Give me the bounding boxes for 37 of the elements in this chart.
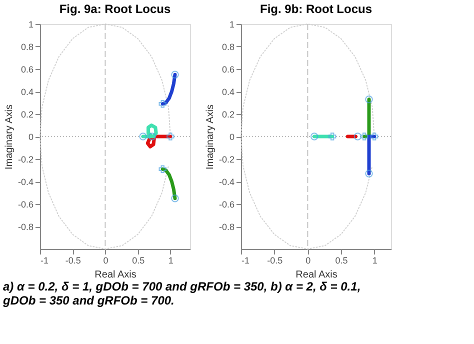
chart-title: Fig. 9b: Root Locus [260, 2, 372, 16]
y-tick-label: 0.4 [222, 87, 234, 97]
y-tick-label: -0.2 [218, 154, 234, 164]
x-tick-label: 0 [103, 256, 108, 266]
x-tick-label: 0 [306, 256, 311, 266]
chart-title: Fig. 9a: Root Locus [59, 2, 171, 16]
x-tick-label: -0.5 [65, 256, 81, 266]
y-tick-label: -0.4 [18, 177, 34, 187]
x-tick-label: -1 [242, 256, 250, 266]
x-tick-label: 0.5 [132, 256, 145, 266]
x-axis-title: Real Axis [296, 270, 338, 280]
x-tick-label: -0.5 [267, 256, 283, 266]
y-tick-label: 0.6 [222, 64, 234, 74]
y-axis-title: Imaginary Axis [4, 104, 15, 170]
y-tick-label: 0 [229, 132, 234, 142]
y-tick-label: 0.2 [222, 110, 234, 120]
y-tick-label: 1 [229, 20, 234, 30]
text: a) α = 0.2, δ = 1, gDOb = 700 and gRFOb = 350, b) α = 2, δ = 0.1, gDOb = 350 and gRFOb = 700. [2, 280, 361, 308]
y-tick-label: -0.2 [18, 154, 34, 164]
y-tick-label: 0 [28, 132, 34, 142]
y-tick-label: 0.2 [20, 110, 34, 120]
y-tick-label: 0.4 [20, 87, 34, 97]
x-tick-label: 0.5 [335, 256, 348, 266]
y-axis-title: Imaginary Axis [204, 104, 216, 170]
x-axis-title: Real Axis [94, 270, 136, 280]
y-tick-label: 1 [28, 20, 34, 30]
y-tick-label: 0.8 [222, 42, 234, 52]
y-tick-label: 0.6 [20, 64, 34, 74]
y-tick-label: -0.8 [218, 222, 234, 232]
x-tick-label: 1 [168, 256, 174, 266]
y-tick-label: -0.4 [218, 177, 234, 187]
x-tick-label: 1 [372, 256, 378, 266]
x-tick-label: -1 [40, 256, 49, 266]
y-tick-label: -0.6 [18, 200, 34, 210]
y-tick-label: -0.8 [18, 222, 34, 232]
y-tick-label: 0.8 [20, 42, 34, 52]
y-tick-label: -0.6 [218, 200, 234, 210]
